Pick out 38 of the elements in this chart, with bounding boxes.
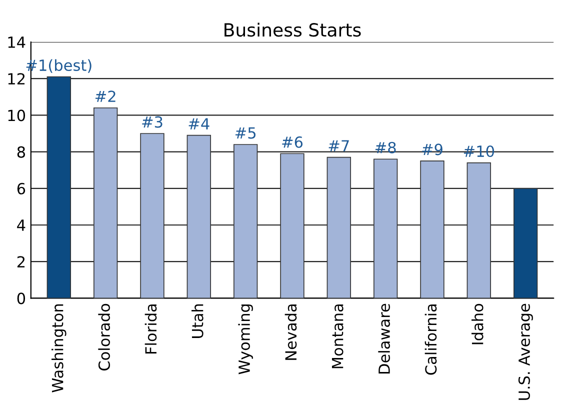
x-tick-label: Washington: [52, 304, 66, 392]
x-tick-label: Nevada: [284, 304, 297, 360]
bar: [93, 107, 118, 298]
x-tick-label: Idaho: [472, 304, 484, 344]
y-tick-label: 4: [17, 220, 26, 231]
y-tick-label: 2: [17, 256, 25, 268]
bar: [326, 156, 351, 298]
x-tick-label: Montana: [332, 304, 344, 368]
bar: [373, 158, 398, 298]
chart-title: Business Starts: [224, 22, 361, 37]
y-tick-label: 10: [8, 110, 26, 122]
bar: [466, 162, 491, 298]
x-tick-label: Utah: [192, 304, 204, 338]
x-tick-label: Florida: [144, 304, 157, 354]
annotation: #3: [142, 116, 162, 128]
annotation: #5: [235, 127, 256, 139]
bar: [420, 160, 444, 298]
bar: [513, 188, 538, 298]
y-tick-label: 6: [17, 182, 26, 194]
annotation: #8: [375, 142, 396, 154]
y-tick-label: 12: [8, 73, 25, 84]
bar: [46, 76, 71, 298]
bar: [233, 144, 258, 298]
y-tick-label: 8: [17, 146, 26, 158]
x-tick-label: U.S. Average: [518, 304, 533, 400]
bar: [186, 134, 211, 298]
annotation: #6: [282, 136, 303, 148]
y-tick-label: 0: [17, 292, 26, 304]
x-tick-label: Delaware: [378, 304, 390, 374]
x-tick-label: California: [424, 304, 437, 375]
annotation: #7: [328, 140, 349, 152]
x-tick-label: Wyoming: [238, 304, 253, 374]
annotation: #4: [188, 118, 210, 130]
x-tick-label: Colorado: [98, 304, 110, 371]
bar: [140, 133, 164, 298]
y-tick-label: 14: [8, 36, 26, 48]
bar: [280, 153, 304, 298]
annotation: #2: [95, 90, 116, 102]
